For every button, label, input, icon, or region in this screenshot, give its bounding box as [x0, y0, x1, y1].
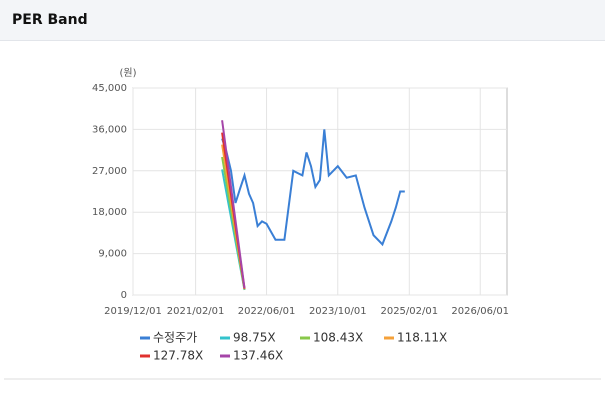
chart-title: PER Band	[12, 12, 88, 28]
y-tick-label: 0	[121, 290, 127, 301]
x-tick-label: 2025/02/01	[380, 306, 438, 317]
legend-label: 수정주가	[153, 331, 197, 345]
legend-label: 137.46X	[233, 349, 283, 363]
plot-area	[132, 87, 508, 296]
series-line	[221, 129, 405, 247]
legend-label: 118.11X	[397, 331, 447, 345]
legend-label: 127.78X	[153, 349, 203, 363]
x-tick-label: 2021/02/01	[167, 306, 225, 317]
y-tick-label: 36,000	[92, 124, 127, 135]
x-tick-label: 2022/06/01	[238, 306, 296, 317]
x-tick-label: 2026/06/01	[451, 306, 509, 317]
x-tick-label: 2019/12/01	[104, 306, 162, 317]
header: PER Band	[0, 0, 605, 41]
series-line	[221, 120, 246, 289]
y-unit: (원)	[119, 67, 136, 79]
legend-label: 108.43X	[313, 331, 363, 345]
y-tick-label: 18,000	[92, 207, 127, 218]
legend-label: 98.75X	[233, 331, 276, 345]
x-tick-label: 2023/10/01	[309, 306, 367, 317]
y-tick-label: 27,000	[92, 166, 127, 177]
y-tick-label: 45,000	[92, 83, 127, 94]
y-tick-label: 9,000	[98, 249, 127, 260]
legend: 수정주가 98.75X 108.43X 118.11X 127.78X 137.46X	[140, 331, 447, 363]
